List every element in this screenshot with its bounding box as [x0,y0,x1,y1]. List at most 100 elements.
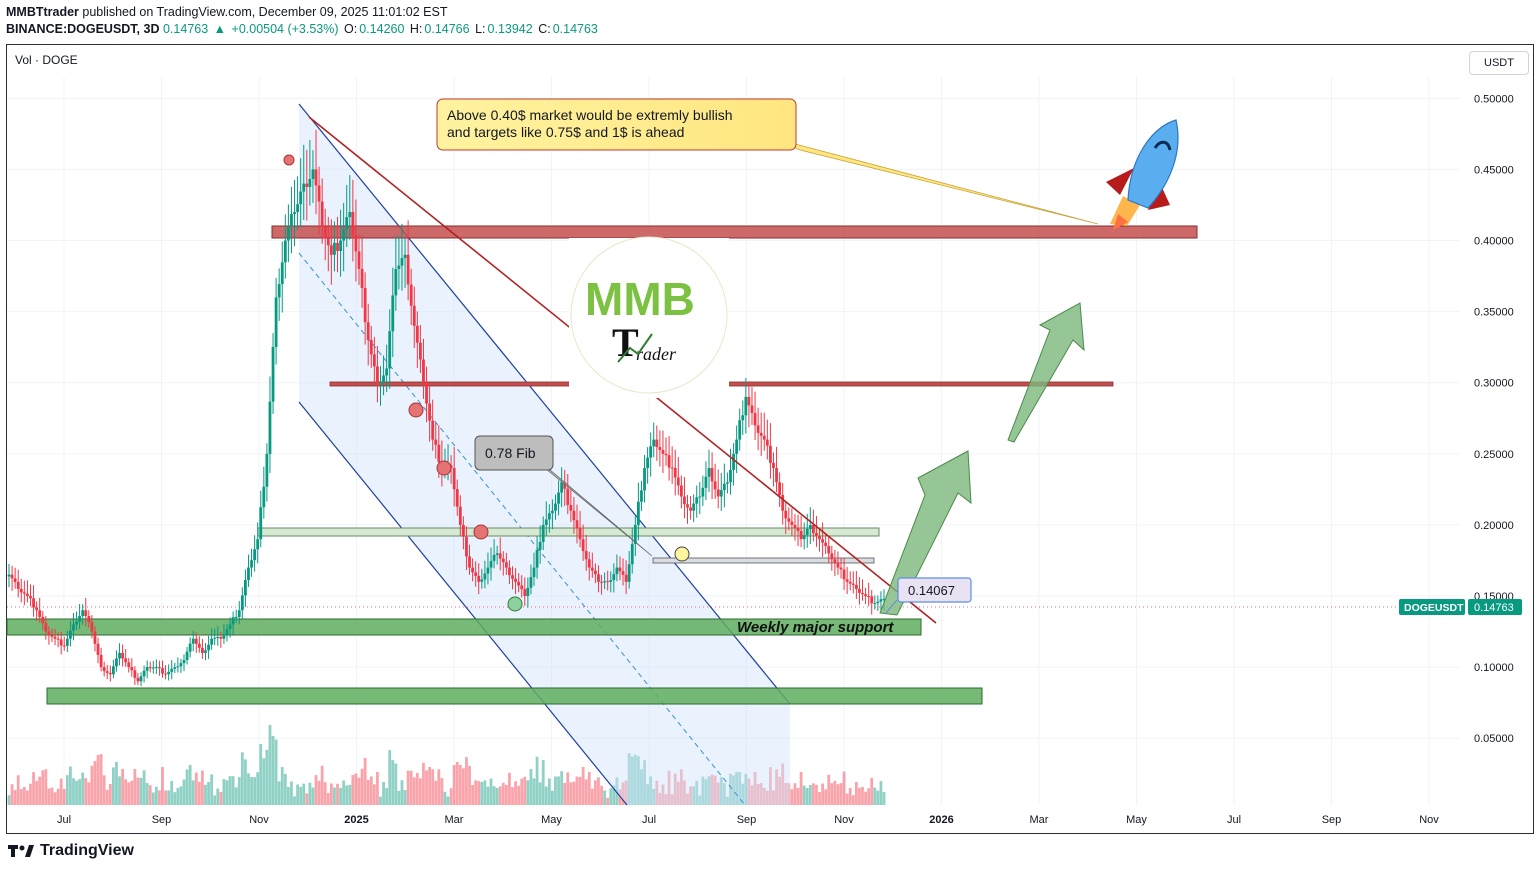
candle-down [130,658,134,677]
candle-up [532,552,536,586]
last-price: 0.14763 [162,22,209,36]
close-value: 0.14763 [552,22,598,36]
candle-up [557,480,560,516]
candle-down [676,456,680,496]
candle-up [646,447,649,484]
volume-indicator-label[interactable]: Vol · DOGE [15,53,78,67]
volume-bar [397,790,401,805]
volume-bar [753,771,757,805]
time-axis[interactable]: Jul Sep Nov 2025 Mar May Jul Sep Nov 2026 Mar May Ju… [57,814,1439,826]
volume-bar [170,781,174,805]
volume-bar [560,771,564,805]
volume-bar [627,753,631,805]
candle-down [756,407,760,451]
time-tick-label: Nov [249,814,269,826]
price-target-box [897,577,972,603]
candle-down [569,488,573,523]
candle-down [363,272,367,345]
volume-bar [621,782,625,805]
volume-bar [188,764,192,805]
tradingview-brand[interactable]: TradingView [8,842,134,860]
volume-bar [197,781,201,805]
candle-up [385,344,389,392]
volume-bar [372,784,376,805]
volume-bar [379,796,382,805]
candle-down [59,631,63,655]
volume-bar [732,775,735,805]
candle-down [13,567,17,589]
candle-up [265,443,269,502]
candle-down [425,366,428,423]
currency-button[interactable]: USDT [1469,51,1529,75]
volume-bar [326,793,330,805]
candle-up [541,516,545,551]
candle-up [560,467,564,508]
volume-bar [839,783,843,805]
candle-down [769,423,772,479]
candle-down [784,501,788,535]
volume-bar [369,776,373,805]
candle-down [158,660,161,676]
volume-bar [268,725,272,805]
price-tick-label: 0.35000 [1474,307,1514,319]
volume-bar [7,795,11,805]
time-tick-label: Sep [737,814,757,826]
volume-bar [207,782,210,805]
volume-bar [566,772,570,805]
volume-bar [32,772,35,805]
candle-down [465,526,468,571]
volume-bar [19,789,23,805]
candle-up [111,659,115,679]
logo-t-letter: T [612,320,639,365]
volume-bar [108,783,112,805]
candle-down [664,437,668,466]
volume-bar [234,787,238,805]
candle-up [719,472,723,511]
candle-down [670,446,674,484]
volume-bar [597,777,600,805]
volume-bar [72,778,75,805]
volume-bar [363,757,367,805]
volume-bar [216,788,220,805]
time-tick-label: Jul [57,814,71,826]
green-up-arrow-icon [1007,302,1085,443]
time-tick-label: Sep [152,814,172,826]
volume-bar [280,767,284,805]
price-tick-label: 0.25000 [1474,449,1514,461]
symbol-line: BINANCE:DOGEUSDT, 3D 0.14763 ▲ +0.00504 … [6,21,600,38]
volume-bar [96,754,100,805]
volume-bar [422,762,425,805]
volume-bar [603,790,607,805]
volume-bar [818,791,821,805]
candle-down [458,495,462,536]
candle-up [311,150,315,203]
candle-up [286,204,290,263]
volume-bar [265,749,269,805]
volume-bar [394,763,398,805]
candle-down [197,636,201,653]
volume-bar [437,769,441,805]
volume-bar [861,786,864,805]
candle-up [283,214,287,279]
volume-bar [240,752,244,805]
volume-bar [541,760,545,805]
price-axis[interactable]: 0.50000 0.45000 0.40000 0.35000 0.30000 0.250… [1474,93,1514,745]
candle-up [400,223,404,291]
volume-bar [259,744,263,805]
volume-bar [747,778,751,805]
volume-bar [142,770,146,805]
volume-bar [59,778,63,805]
volume-bar [483,780,487,805]
volume-bar [102,775,106,805]
candle-down [26,580,29,603]
volume-bar [722,783,726,805]
chart-frame[interactable] [6,44,1534,834]
candle-down [62,636,66,651]
candle-up [299,158,303,228]
volume-bar [790,789,794,805]
close-label: C: [538,22,551,36]
candle-up [151,660,155,674]
volume-bar [845,793,849,805]
volume-bar [446,796,450,805]
